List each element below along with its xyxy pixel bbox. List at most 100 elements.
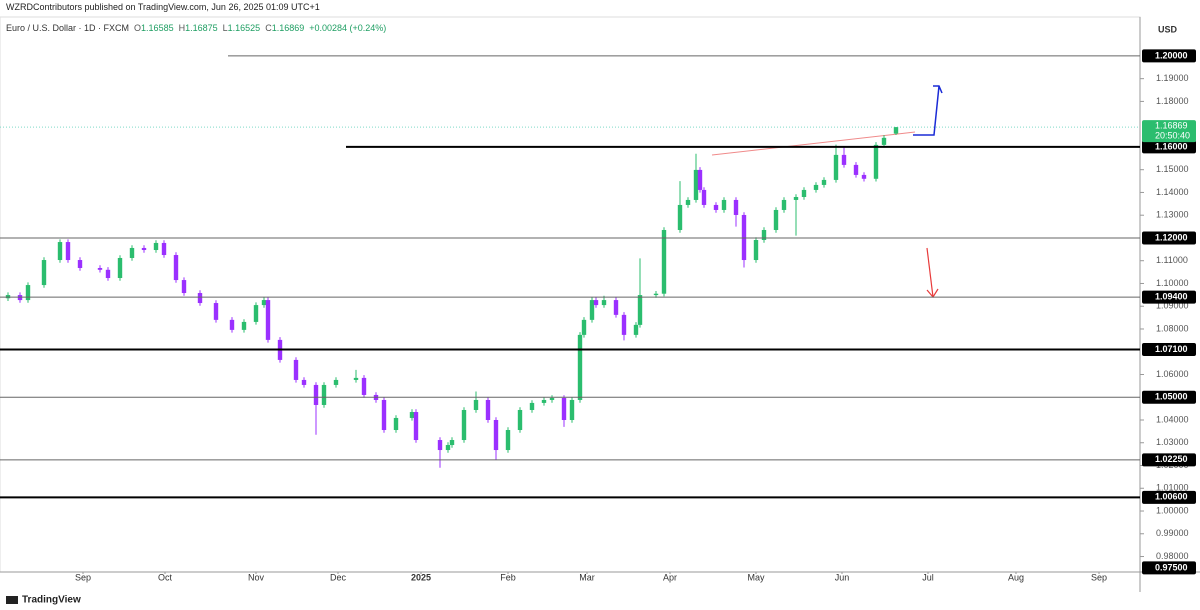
candle-body	[173, 255, 179, 281]
candle-body	[41, 260, 47, 286]
candle-body	[773, 209, 779, 230]
candle-body	[661, 229, 667, 294]
candle-body	[381, 399, 387, 431]
candle-body	[713, 204, 719, 210]
level-label-box	[1142, 140, 1196, 154]
level-label: 1.02250	[1155, 454, 1188, 464]
last-price-label: 1.16869	[1155, 121, 1188, 131]
x-tick-label: Jun	[835, 572, 850, 582]
candle-body	[437, 440, 443, 451]
level-label: 1.00600	[1155, 492, 1188, 502]
candle-body	[801, 189, 807, 197]
legend-key: L	[222, 23, 228, 33]
y-tick-label: 1.13000	[1156, 210, 1189, 220]
brand: TradingView	[22, 595, 81, 606]
x-tick-label: Mar	[579, 572, 595, 582]
symbol-legend: Euro / U.S. Dollar · 1D · FXCM O1.16585 H 1…	[6, 23, 386, 33]
level-label-box	[1142, 453, 1196, 467]
candle-body	[65, 242, 71, 261]
bullish-arrow	[913, 85, 940, 136]
logo-mark	[6, 596, 18, 604]
candle-body	[77, 260, 83, 268]
candle-body	[621, 314, 627, 335]
candle-body	[197, 293, 203, 304]
candle-body	[393, 417, 399, 431]
x-tick-label: Sep	[1091, 572, 1107, 582]
candle-body	[601, 300, 607, 306]
candle-body	[821, 179, 827, 185]
candle-body	[581, 319, 587, 335]
countdown-label: 20:50:40	[1155, 131, 1190, 141]
y-tick-label: 0.98000	[1156, 551, 1189, 561]
x-tick-label: Feb	[500, 572, 516, 582]
y-tick-label: 1.00000	[1156, 505, 1189, 515]
y-tick-label: 1.15000	[1156, 164, 1189, 174]
candle-body	[561, 397, 567, 420]
candle-body	[445, 445, 451, 451]
candle-body	[833, 154, 839, 180]
level-label-box	[1142, 49, 1196, 63]
level-label: 1.16000	[1155, 141, 1188, 151]
y-tick-label: 1.19000	[1156, 73, 1189, 83]
candle-body	[505, 430, 511, 451]
x-tick-label: May	[747, 572, 765, 582]
x-tick-label: Oct	[158, 572, 173, 582]
candle-body	[589, 300, 595, 320]
candle-body	[853, 164, 859, 175]
candle-body	[265, 300, 271, 340]
x-tick-label: Aug	[1008, 572, 1024, 582]
drawings	[0, 85, 1140, 468]
x-tick-label: 2025	[411, 572, 431, 582]
y-tick-label: 1.09000	[1156, 301, 1189, 311]
candle-body	[293, 359, 299, 380]
candle-body	[97, 267, 103, 270]
candle-body	[253, 305, 259, 322]
candle-body	[461, 409, 467, 441]
candle-body	[701, 189, 707, 205]
candle-body	[161, 242, 167, 256]
legend-value: 1.16585	[141, 23, 174, 33]
candle-body	[57, 242, 63, 261]
y-tick-label: 0.99000	[1156, 528, 1189, 538]
legend-value: +0.00284 (+0.24%)	[309, 23, 387, 33]
x-tick-label: Apr	[663, 572, 677, 582]
legend-key: C	[265, 23, 272, 33]
candle-body	[761, 229, 767, 241]
legend-value: 1.16869	[271, 23, 305, 33]
x-tick-label: Jul	[922, 572, 934, 582]
level-label: 1.20000	[1155, 50, 1188, 60]
candle-body	[541, 399, 547, 403]
candle-body	[633, 324, 639, 335]
legend-key: H	[178, 23, 186, 33]
candle-body	[881, 137, 887, 145]
candle-body	[409, 412, 415, 418]
candle-body	[129, 247, 135, 258]
candle-body	[813, 184, 819, 190]
candle-body	[181, 280, 187, 294]
candle-body	[677, 204, 683, 230]
candle-body	[485, 399, 491, 420]
y-tick-label: 1.03000	[1156, 437, 1189, 447]
candle-body	[721, 199, 727, 210]
candle-body	[301, 379, 307, 385]
candle-body	[361, 377, 367, 395]
plot-area	[0, 16, 1141, 573]
candle-body	[105, 269, 111, 279]
candle-body	[449, 440, 455, 446]
candle-body	[613, 300, 619, 315]
level-label-box	[1142, 390, 1196, 404]
currency-label: USD	[1158, 24, 1178, 34]
candle-body	[529, 402, 535, 410]
legend-key: O	[134, 23, 142, 33]
bearish-arrow	[926, 247, 934, 298]
candle-body	[229, 319, 235, 330]
candle-body	[549, 397, 555, 400]
candle-body	[473, 399, 479, 410]
candle-body	[685, 199, 691, 205]
candle-body	[781, 199, 787, 210]
candle-body	[241, 321, 247, 330]
symbol-title: Euro / U.S. Dollar · 1D · FXCM	[6, 23, 130, 33]
level-label: 1.07100	[1155, 344, 1188, 354]
candle-body	[637, 295, 643, 325]
